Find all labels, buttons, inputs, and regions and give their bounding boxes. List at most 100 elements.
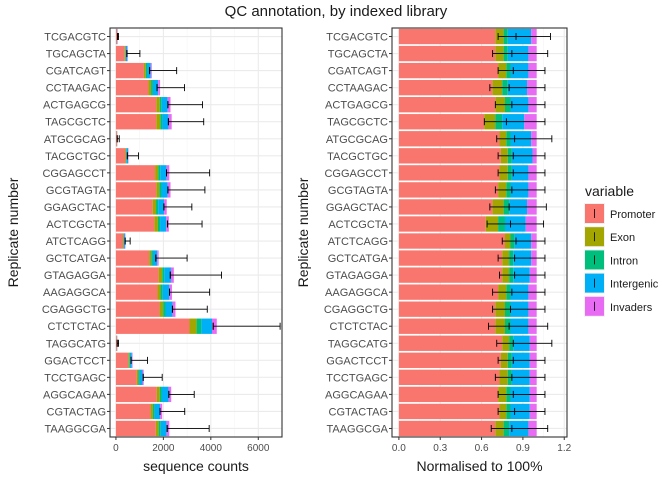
y-tick-label: TACGCTGC (45, 151, 106, 163)
bar-promoter (398, 335, 503, 351)
bar-exon (156, 97, 160, 113)
bar-intron (152, 403, 155, 420)
bar-promoter (115, 233, 124, 249)
legend-item-promoter: Promoter (584, 203, 656, 224)
bar-exon (123, 233, 124, 249)
legend-item-intron: Intron (584, 249, 638, 271)
bar-intron (138, 369, 140, 386)
bar-intergenic (158, 199, 165, 215)
y-tick-label: ACTCGCTA (328, 219, 388, 231)
y-tick-label: TGCAGCTA (46, 49, 107, 61)
bar-promoter (398, 165, 500, 181)
bar-intergenic (161, 97, 168, 113)
bar-promoter (115, 250, 150, 266)
y-tick-label: GGACTCCT (326, 355, 388, 367)
y-tick-label: CGTACTAG (47, 406, 106, 418)
bar-intergenic (152, 79, 159, 96)
bar-intergenic (139, 369, 143, 386)
bar-promoter (398, 131, 500, 147)
y-tick-label: CGAGGCTG (42, 304, 106, 316)
bar-exon (155, 165, 159, 181)
panel-border (109, 27, 283, 438)
bar-promoter (398, 62, 499, 79)
bar-exon (156, 386, 160, 403)
y-tick-label: GCTCATGA (46, 253, 107, 265)
bar-promoter (398, 216, 486, 232)
bar-promoter (115, 335, 117, 351)
y-tick-label: ATGCGCAG (44, 134, 106, 146)
bar-promoter (115, 114, 157, 130)
bar-intron (158, 420, 161, 437)
bar-intron (159, 97, 162, 113)
bar-intron (160, 284, 163, 300)
bar-exon (143, 62, 146, 79)
bar-promoter (115, 148, 126, 164)
legend-item-invaders: Invaders (584, 295, 653, 317)
bar-intergenic (162, 114, 169, 130)
y-tick-label: GGACTCCT (44, 355, 106, 367)
bar-promoter (115, 62, 144, 79)
bar-intron (162, 267, 165, 283)
y-tick-label: GCGTAGTA (46, 185, 107, 197)
bar-promoter (398, 352, 501, 368)
bar-promoter (115, 318, 190, 334)
y-tick-label: ATCTCAGG (46, 236, 106, 248)
legend-label: Promoter (610, 209, 656, 221)
y-tick-label: ATCTCAGG (328, 236, 388, 248)
bar-promoter (115, 165, 156, 181)
bar-promoter (398, 250, 503, 266)
bar-promoter (398, 114, 485, 130)
x-tick-label: 2000 (152, 443, 175, 454)
bar-intergenic (162, 284, 170, 300)
bar-intergenic (161, 182, 168, 198)
bar-intergenic (123, 233, 125, 249)
panel-background (392, 28, 567, 437)
bar-intergenic (160, 420, 167, 437)
y-tick-label: CCTAAGAC (328, 83, 388, 95)
y-tick-label: TAGGCATG (328, 338, 388, 350)
y-tick-label: CTCTCTAC (48, 321, 107, 333)
bar-exon (156, 182, 160, 198)
x-tick-label: 0.6 (475, 443, 489, 454)
y-tick-label: GCTCATGA (328, 253, 389, 265)
bar-promoter (115, 97, 157, 113)
bar-promoter (115, 45, 125, 62)
bar-intron (156, 199, 159, 215)
bar-promoter (398, 318, 496, 334)
legend-title: variable (585, 183, 634, 199)
y-tick-label: GTAGAGGA (326, 270, 389, 282)
bar-exon (136, 369, 139, 386)
panel-border (391, 27, 568, 438)
panel-background (110, 28, 282, 437)
y-tick-label: ACTCGCTA (46, 219, 106, 231)
bar-exon (152, 199, 157, 215)
x-tick-label: 0.9 (516, 443, 530, 454)
y-tick-label: TCGACGTC (44, 32, 106, 44)
bar-promoter (398, 182, 499, 198)
y-tick-label: AAGAGGCA (325, 287, 389, 299)
bar-intergenic (165, 301, 173, 317)
bar-intron (160, 114, 163, 130)
bar-intron (151, 79, 153, 96)
bar-exon (154, 216, 158, 232)
x-tick-label: 6000 (247, 443, 270, 454)
bar-intergenic (160, 216, 167, 232)
bar-promoter (398, 45, 496, 62)
bar-promoter (115, 301, 160, 317)
bar-promoter (115, 199, 153, 215)
bar-exon (156, 114, 161, 130)
bar-exon (150, 403, 153, 420)
bar-intron (145, 62, 148, 79)
y-tick-label: GTAGAGGA (44, 270, 107, 282)
bar-exon (124, 45, 126, 62)
bar-promoter (398, 267, 503, 283)
bar-intergenic (147, 62, 151, 79)
bar-promoter (398, 420, 496, 437)
y-tick-label: TAAGGCGA (326, 423, 388, 435)
y-tick-label: TGCAGCTA (328, 49, 389, 61)
bar-promoter (115, 28, 117, 45)
bar-exon (159, 301, 164, 317)
y-tick-label: GGAGCTAC (326, 202, 388, 214)
bar-intergenic (152, 250, 158, 266)
bar-promoter (398, 301, 496, 317)
